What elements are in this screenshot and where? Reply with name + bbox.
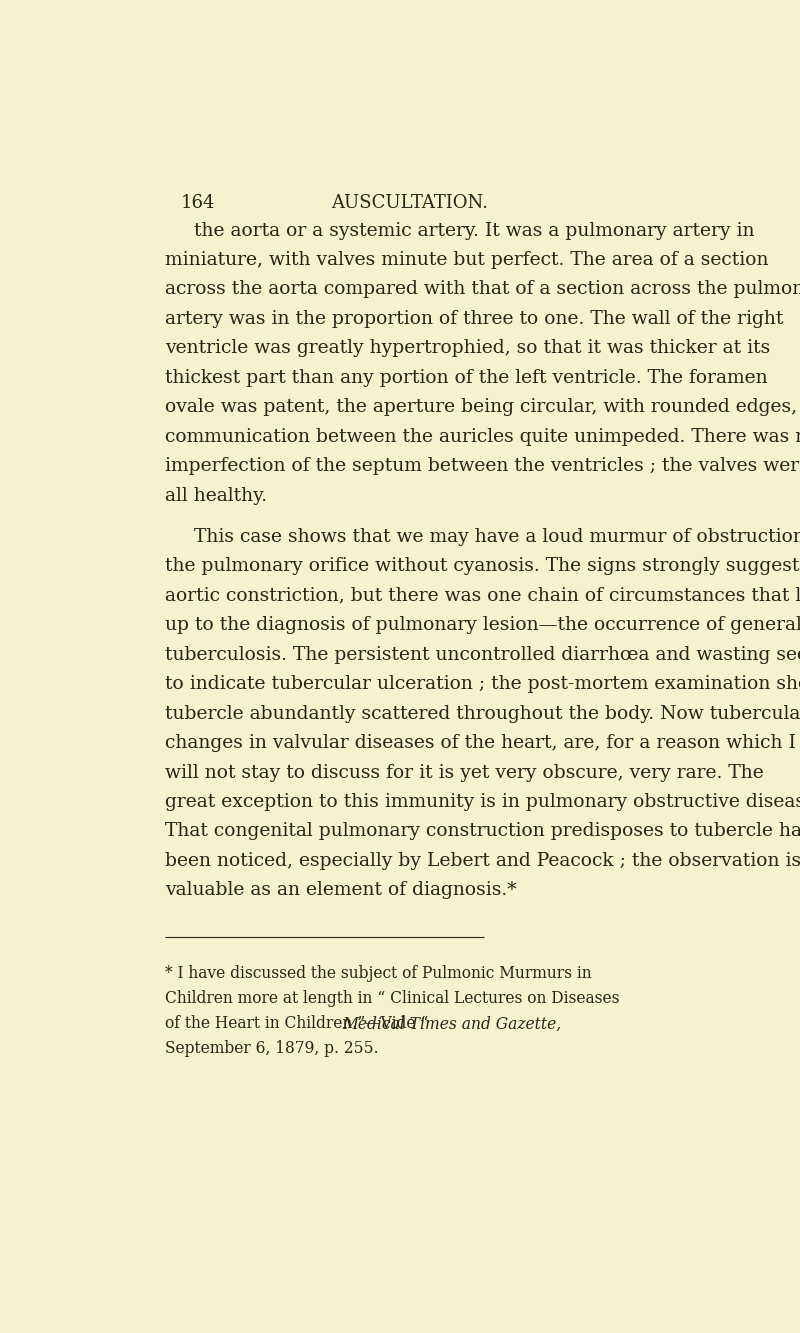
Text: valuable as an element of diagnosis.*: valuable as an element of diagnosis.* [165,881,517,900]
Text: the aorta or a systemic artery. It was a pulmonary artery in: the aorta or a systemic artery. It was a… [194,221,754,240]
Text: artery was in the proportion of three to one. The wall of the right: artery was in the proportion of three to… [165,309,783,328]
Text: thickest part than any portion of the left ventricle. The foramen: thickest part than any portion of the le… [165,369,768,387]
Text: That congenital pulmonary construction predisposes to tubercle has: That congenital pulmonary construction p… [165,822,800,841]
Text: changes in valvular diseases of the heart, are, for a reason which I: changes in valvular diseases of the hear… [165,734,796,752]
Text: communication between the auricles quite unimpeded. There was no: communication between the auricles quite… [165,428,800,445]
Text: ventricle was greatly hypertrophied, so that it was thicker at its: ventricle was greatly hypertrophied, so … [165,340,770,357]
Text: imperfection of the septum between the ventricles ; the valves were: imperfection of the septum between the v… [165,457,800,475]
Text: * I have discussed the subject of Pulmonic Murmurs in: * I have discussed the subject of Pulmon… [165,965,592,982]
Text: up to the diagnosis of pulmonary lesion—the occurrence of general: up to the diagnosis of pulmonary lesion—… [165,616,800,635]
Text: tubercle abundantly scattered throughout the body. Now tubercular: tubercle abundantly scattered throughout… [165,705,800,722]
Text: been noticed, especially by Lebert and Peacock ; the observation is: been noticed, especially by Lebert and P… [165,852,800,870]
Text: September 6, 1879, p. 255.: September 6, 1879, p. 255. [165,1041,378,1057]
Text: miniature, with valves minute but perfect. The area of a section: miniature, with valves minute but perfec… [165,251,769,269]
Text: ovale was patent, the aperture being circular, with rounded edges, the: ovale was patent, the aperture being cir… [165,399,800,416]
Text: to indicate tubercular ulceration ; the post-mortem examination showed: to indicate tubercular ulceration ; the … [165,676,800,693]
Text: AUSCULTATION.: AUSCULTATION. [331,193,489,212]
Text: across the aorta compared with that of a section across the pulmonary: across the aorta compared with that of a… [165,280,800,299]
Text: of the Heart in Children.”—Vide “: of the Heart in Children.”—Vide “ [165,1016,434,1032]
Text: Children more at length in “ Clinical Lectures on Diseases: Children more at length in “ Clinical Le… [165,990,620,1008]
Text: all healthy.: all healthy. [165,487,267,505]
Text: tuberculosis. The persistent uncontrolled diarrhœa and wasting seemed: tuberculosis. The persistent uncontrolle… [165,645,800,664]
Text: will not stay to discuss for it is yet very obscure, very rare. The: will not stay to discuss for it is yet v… [165,764,764,781]
Text: great exception to this immunity is in pulmonary obstructive disease.: great exception to this immunity is in p… [165,793,800,810]
Text: 164: 164 [181,193,215,212]
Text: Medical Times and Gazette,: Medical Times and Gazette, [342,1016,562,1032]
Text: This case shows that we may have a loud murmur of obstruction at: This case shows that we may have a loud … [194,528,800,547]
Text: the pulmonary orifice without cyanosis. The signs strongly suggested: the pulmonary orifice without cyanosis. … [165,557,800,576]
Text: aortic constriction, but there was one chain of circumstances that led: aortic constriction, but there was one c… [165,587,800,605]
